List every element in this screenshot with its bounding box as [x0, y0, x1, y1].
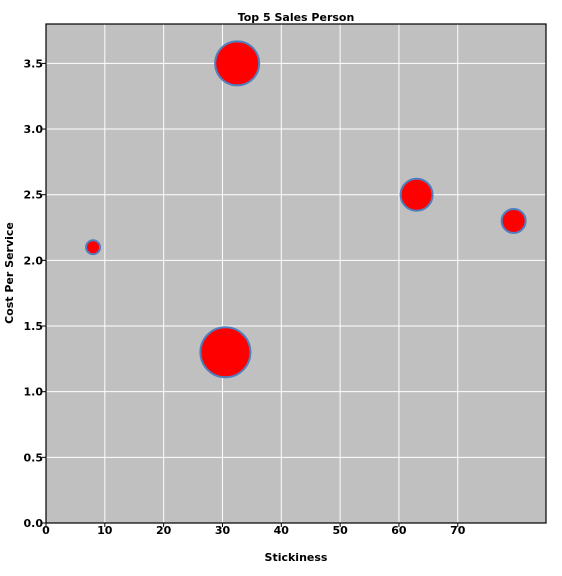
- x-tick-label: 0: [42, 524, 50, 537]
- data-points: [85, 40, 527, 379]
- x-tick-label: 70: [450, 524, 466, 537]
- y-tick-label: 3.0: [24, 123, 44, 136]
- x-tick-label: 50: [332, 524, 348, 537]
- plot-area: [46, 24, 546, 523]
- x-tick-label: 10: [97, 524, 113, 537]
- y-tick-label: 3.5: [24, 57, 44, 70]
- y-tick-label: 1.0: [24, 386, 44, 399]
- x-tick-label: 30: [215, 524, 231, 537]
- bubble-point: [399, 177, 434, 212]
- x-tick-label: 20: [156, 524, 172, 537]
- y-tick-label: 2.0: [24, 254, 44, 267]
- x-tick-label: 60: [391, 524, 407, 537]
- bubble-point: [85, 239, 102, 256]
- y-axis-ticks: 0.0 0.5 1.0 1.5 2.0 2.5 3.0 3.5: [24, 57, 46, 530]
- chart-title: Top 5 Sales Person: [238, 11, 355, 24]
- y-tick-label: 0.5: [24, 451, 44, 464]
- y-tick-label: 2.5: [24, 189, 44, 202]
- x-axis-ticks: 0 10 20 30 40 50 60 70: [42, 523, 466, 537]
- bubble-point: [199, 326, 252, 379]
- grid-lines: [46, 24, 546, 523]
- bubble-point: [214, 40, 261, 87]
- plot-frame: [45, 23, 547, 524]
- y-tick-label: 0.0: [24, 517, 44, 530]
- y-tick-label: 1.5: [24, 320, 44, 333]
- x-axis-label: Stickiness: [265, 551, 328, 564]
- x-tick-label: 40: [274, 524, 290, 537]
- bubble-point: [500, 207, 527, 234]
- y-axis-label: Cost Per Service: [3, 222, 16, 324]
